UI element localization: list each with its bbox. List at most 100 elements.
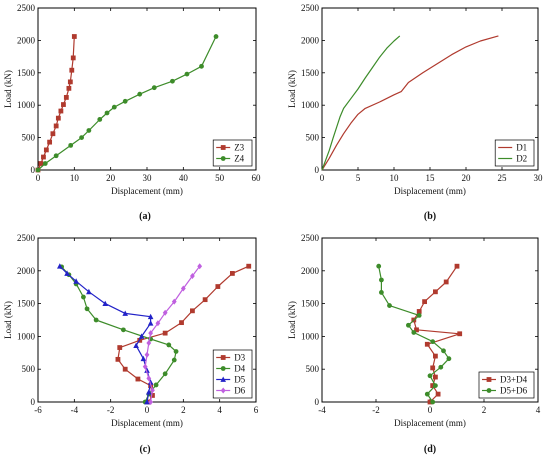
- panel-d-data-point-0: [416, 309, 422, 314]
- panel-c-data-point-1: [84, 306, 90, 312]
- panel-c-data-point-3: [150, 387, 155, 394]
- panel-c: -6 -4 -2 0 2 4 6 0 500 1000 1500 2000 2500 Displaceme…: [3, 233, 259, 455]
- panel-d-data-point-1: [416, 313, 422, 318]
- panel-c-legend-label: D6: [234, 386, 245, 396]
- panel-a-data-point-0: [61, 102, 66, 107]
- panel-c-data-point-0: [115, 356, 121, 362]
- panel-d-y-tick-label: 500: [306, 364, 320, 374]
- panel-d-data-point-0: [414, 327, 419, 333]
- panel-a-legend-marker: [220, 156, 226, 161]
- panel-a-series-line-1: [37, 36, 217, 171]
- panel-c-data-point-2: [147, 313, 154, 320]
- panel-a-data-point-1: [137, 91, 143, 97]
- panel-c-series-2: [57, 263, 154, 405]
- panel-d-y-tick-label: 1000: [301, 331, 320, 341]
- panel-a-data-point-1: [86, 128, 92, 133]
- panel-b-x-tick-label: 15: [426, 173, 436, 183]
- panel-c-legend-label: D3: [234, 353, 245, 363]
- panel-c-data-point-3: [155, 320, 161, 327]
- panel-c-data-point-2: [64, 270, 70, 276]
- panel-d-data-point-0: [430, 383, 436, 388]
- panel-a-y-axis-label: Load (kN): [3, 70, 13, 108]
- panel-a-data-point-1: [104, 110, 110, 116]
- panel-d-data-point-1: [441, 348, 446, 354]
- panel-a-series-1: [35, 34, 219, 173]
- panel-a-y-tick-label: 0: [31, 165, 36, 175]
- panel-a-caption: (a): [139, 211, 151, 222]
- panel-b-legend-box: [494, 139, 535, 167]
- panel-a-data-point-1: [111, 104, 117, 110]
- panel-d-data-point-0: [433, 374, 438, 380]
- panel-d-data-point-1: [424, 391, 430, 397]
- panel-c-data-point-3: [197, 263, 203, 270]
- panel-c-legend-marker: [220, 376, 226, 382]
- panel-a-legend-label: Z4: [234, 154, 244, 164]
- panel-c-y-tick-label: 0: [31, 397, 36, 407]
- panel-c-data-point-0: [135, 376, 141, 382]
- panel-a-data-point-1: [199, 63, 204, 69]
- panel-b-y-tick-label: 2000: [301, 35, 320, 45]
- panel-c-data-point-2: [146, 389, 152, 395]
- panel-d-data-point-0: [430, 365, 436, 371]
- panel-b-x-tick-label: 0: [320, 173, 325, 183]
- panel-c-data-point-2: [140, 355, 147, 362]
- panel-c-legend-marker: [220, 366, 226, 371]
- panel-c-legend-label: D5: [234, 375, 245, 385]
- panel-a-data-point-1: [53, 153, 59, 159]
- panel-d-data-point-0: [433, 289, 438, 295]
- panel-c-y-tick-label: 500: [22, 364, 36, 374]
- panel-d-data-point-1: [406, 322, 411, 328]
- panel-c-data-point-1: [120, 327, 126, 333]
- panel-c-data-point-3: [146, 339, 152, 346]
- panel-d-data-point-1: [387, 303, 392, 308]
- panel-a-data-point-0: [63, 95, 69, 100]
- panel-d-data-point-1: [376, 263, 382, 269]
- panel-a-data-point-0: [69, 67, 75, 73]
- panel-c-data-point-2: [138, 333, 145, 339]
- panel-a-data-point-0: [50, 131, 56, 137]
- panel-c-caption: (c): [139, 444, 150, 455]
- panel-d-data-point-0: [457, 331, 463, 337]
- panel-d-legend-marker: [486, 388, 492, 393]
- panel-a-x-tick-label: 20: [106, 173, 116, 183]
- panel-a-y-tick-label: 2000: [17, 35, 36, 45]
- panel-a-x-tick-label: 30: [143, 173, 153, 183]
- panel-c-data-point-3: [148, 330, 154, 337]
- panel-c-data-point-2: [144, 367, 150, 373]
- panel-c-data-point-3: [144, 351, 150, 358]
- panel-d-data-point-1: [430, 339, 436, 345]
- panel-b-series-line-1: [321, 35, 401, 171]
- panel-b-x-tick-label: 30: [534, 173, 544, 183]
- panel-b-series-1: [321, 35, 401, 171]
- panel-c-data-point-0: [202, 297, 208, 303]
- panel-a-y-tick-label: 500: [22, 133, 36, 143]
- panel-c-data-point-0: [179, 320, 184, 326]
- panel-c-data-point-0: [215, 284, 221, 289]
- panel-a-data-point-0: [47, 139, 53, 145]
- panel-a-data-point-1: [68, 142, 74, 148]
- panel-d-data-point-1: [427, 373, 433, 379]
- panel-c-data-point-1: [173, 349, 179, 354]
- panel-b-y-tick-label: 2500: [301, 3, 320, 13]
- panel-a-legend-box: [212, 139, 253, 167]
- panel-a-data-point-0: [38, 161, 44, 166]
- panel-c-x-tick-label: -4: [71, 405, 79, 415]
- panel-d-x-tick-label: 2: [482, 405, 487, 415]
- panel-b-y-axis-label: Load (kN): [287, 70, 297, 108]
- panel-c-data-point-2: [122, 310, 128, 316]
- panel-d-data-point-1: [438, 364, 444, 370]
- panel-a-data-point-0: [67, 79, 73, 85]
- panel-a-y-tick-label: 1500: [17, 68, 36, 78]
- panel-d-data-point-1: [433, 383, 438, 388]
- panel-c-data-point-0: [122, 366, 128, 372]
- panel-b-legend-label: D1: [516, 143, 527, 153]
- panel-c-data-point-0: [246, 263, 252, 269]
- panel-c-data-point-2: [133, 342, 139, 348]
- panel-c-data-point-2: [57, 263, 63, 269]
- panel-a-x-tick-label: 40: [179, 173, 189, 183]
- panel-d-legend-label: D3+D4: [500, 375, 528, 385]
- panel-c-data-point-0: [117, 345, 123, 350]
- panel-b-series-line-0: [321, 35, 499, 171]
